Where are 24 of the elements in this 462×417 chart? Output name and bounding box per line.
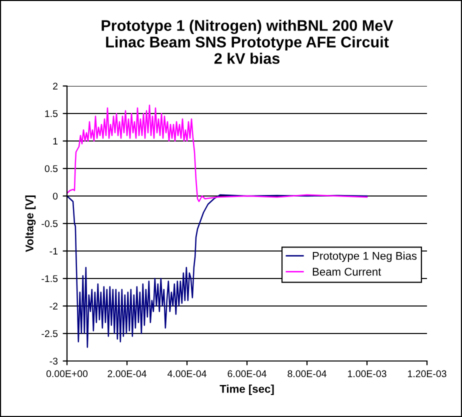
y-tick-label: 0.5	[44, 165, 58, 172]
y-axis-title: Voltage [V]	[25, 196, 36, 252]
legend-label: Prototype 1 Neg Bias	[312, 252, 417, 262]
x-axis-title: Time [sec]	[220, 384, 274, 396]
line-series	[67, 104, 368, 202]
y-tick-label: 1.5	[45, 110, 58, 118]
y-tick-label: 0	[52, 192, 58, 200]
x-tick-label: 2.00E-04	[108, 370, 146, 378]
x-tick-label: 1.20E-03	[408, 370, 446, 378]
y-tick-label: -1	[50, 248, 58, 255]
x-tick-label: 1.00E-03	[348, 370, 386, 378]
x-tick-label: 4.00E-04	[167, 370, 206, 378]
y-tick-label: -2	[50, 302, 58, 310]
y-tick-label: -0.5	[42, 220, 58, 228]
x-tick-label: 6.00E-04	[228, 370, 266, 378]
y-tick-label: -1.5	[42, 275, 58, 282]
y-tick-label: -2.5	[42, 330, 58, 338]
legend-label: Beam Current	[312, 268, 382, 276]
y-tick-label: -3	[50, 358, 58, 365]
x-tick-label: 0.00E+00	[46, 370, 88, 378]
chart-title: Prototype 1 (Nitrogen) withBNL 200 MeV Linac Beam SNS Prototype AFE Circuit 2 kV bias	[102, 20, 394, 64]
x-tick-label: 8.00E-04	[288, 370, 326, 378]
y-tick-label: 1	[53, 138, 58, 145]
y-tick-label: 2	[53, 82, 58, 90]
